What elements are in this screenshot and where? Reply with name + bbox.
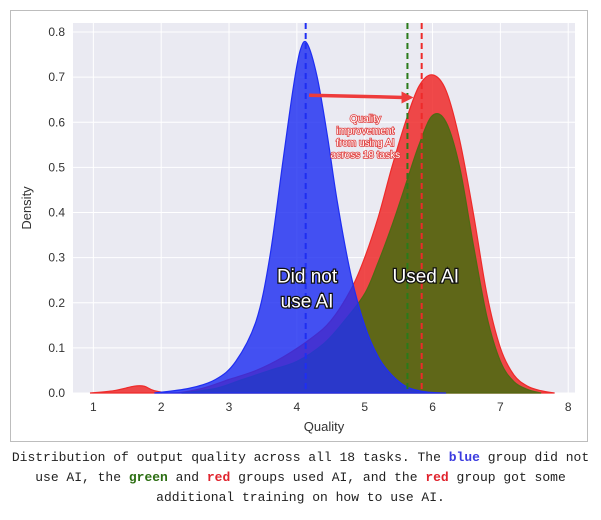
y-tick-label: 0.5 — [48, 160, 65, 174]
density-area-2 — [154, 40, 447, 394]
caption-text-2: group did not use AI, the — [35, 450, 590, 485]
caption-red-word-2: red — [425, 470, 449, 485]
x-tick-label: 8 — [565, 400, 572, 414]
x-tick-label: 7 — [497, 400, 504, 414]
arrow-label-line: Quality — [350, 114, 381, 125]
x-tick-label: 3 — [226, 400, 233, 414]
x-tick-label: 5 — [361, 400, 368, 414]
group-label: Did not — [277, 266, 338, 287]
arrow-label-line: from using AI — [336, 138, 394, 149]
x-tick-label: 1 — [90, 400, 97, 414]
figure-caption: Distribution of output quality across al… — [0, 448, 601, 508]
caption-text-3: and — [167, 470, 207, 485]
group-label: use AI — [281, 291, 334, 312]
y-tick-label: 0.0 — [48, 386, 65, 400]
y-tick-label: 0.4 — [48, 206, 65, 220]
y-tick-label: 0.3 — [48, 251, 65, 265]
y-tick-label: 0.8 — [48, 25, 65, 39]
improvement-arrow-head — [401, 91, 414, 104]
x-tick-label: 4 — [294, 400, 301, 414]
caption-text-1: Distribution of output quality across al… — [11, 450, 449, 465]
y-tick-label: 0.6 — [48, 115, 65, 129]
caption-red-word-1: red — [206, 470, 231, 485]
y-tick-label: 0.7 — [48, 70, 65, 84]
caption-blue-word: blue — [448, 450, 480, 465]
x-tick-label: 6 — [429, 400, 436, 414]
group-label: Used AI — [392, 266, 459, 287]
x-axis-label: Quality — [304, 419, 345, 434]
x-tick-label: 2 — [158, 400, 165, 414]
y-tick-label: 0.1 — [48, 341, 65, 355]
caption-green-word: green — [128, 470, 168, 485]
y-tick-label: 0.2 — [48, 296, 65, 310]
chart-frame: Quality improvement from using AI across 18… — [10, 10, 588, 442]
improvement-arrow-shaft — [309, 93, 404, 100]
y-axis-label: Density — [19, 186, 34, 230]
caption-text-4: groups used AI, and the — [230, 470, 426, 485]
caption-text-5: group got some additional training on ho… — [156, 470, 566, 505]
arrow-label-line: improvement — [336, 126, 394, 137]
arrow-label-line: across 18 tasks — [331, 150, 400, 161]
